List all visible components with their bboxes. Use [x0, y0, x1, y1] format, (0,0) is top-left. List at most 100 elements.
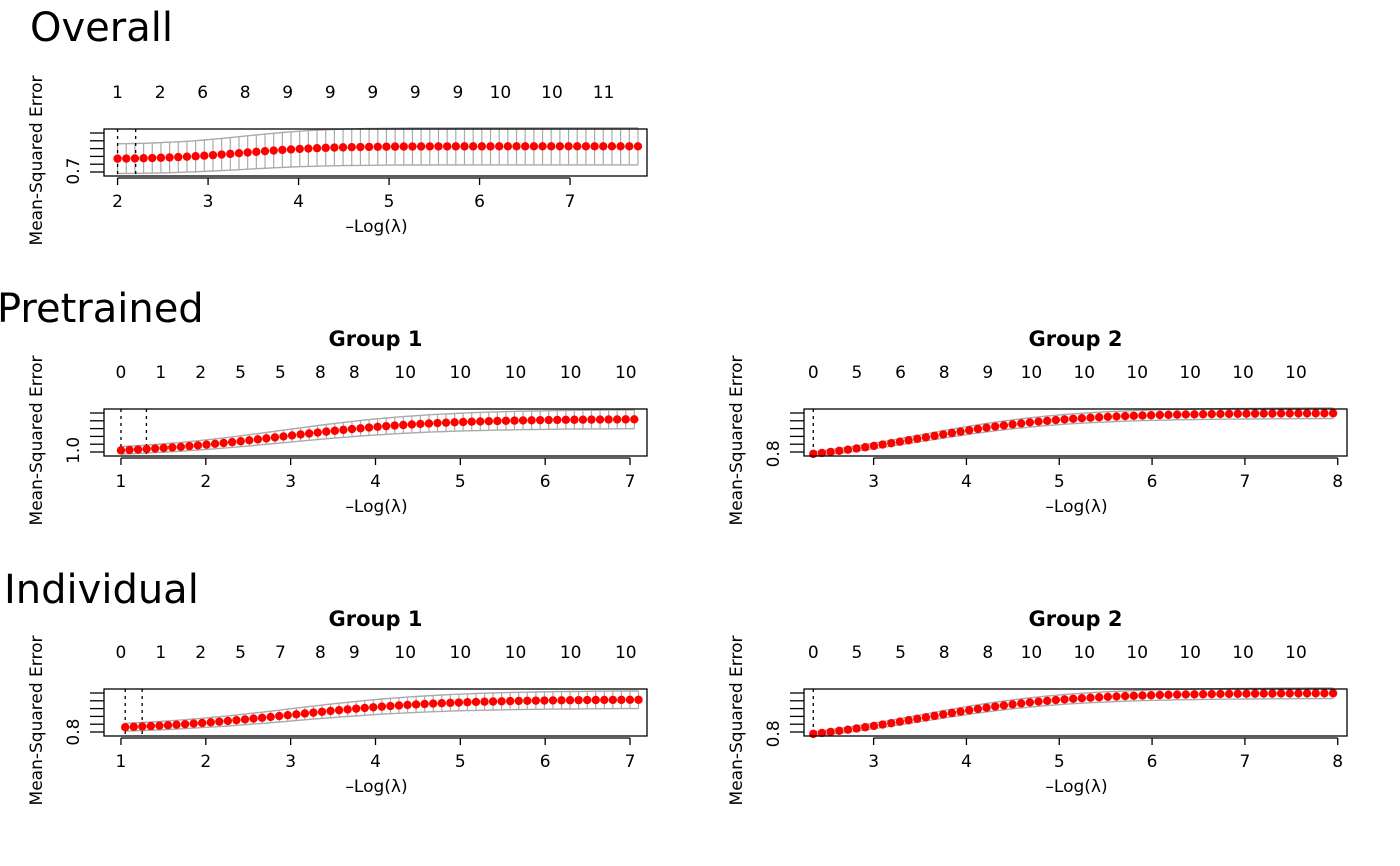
top-axis-label: 10: [1285, 643, 1307, 663]
data-point: [869, 721, 879, 731]
data-point: [1103, 692, 1113, 702]
data-point: [510, 416, 519, 425]
data-point: [514, 696, 523, 706]
top-axis-label: 10: [1126, 363, 1148, 383]
data-point: [446, 698, 455, 708]
top-axis-label: 0: [808, 363, 819, 383]
x-tick-label: 3: [285, 752, 296, 772]
data-point: [826, 727, 835, 737]
data-point: [1025, 698, 1035, 707]
data-point: [531, 696, 541, 705]
data-point: [835, 726, 844, 736]
data-point: [809, 449, 818, 459]
x-tick-label: 7: [1239, 472, 1250, 492]
error-band-lower: [813, 697, 1334, 737]
top-axis-label: 10: [1232, 643, 1254, 663]
data-point: [382, 142, 391, 151]
data-point: [494, 142, 504, 151]
data-point: [163, 720, 173, 730]
data-point: [518, 416, 528, 425]
data-point: [304, 429, 314, 438]
data-point: [121, 722, 130, 732]
top-axis-label: 0: [116, 363, 127, 383]
data-point: [1311, 689, 1320, 698]
data-point: [434, 142, 443, 151]
x-tick-label: 7: [625, 472, 636, 492]
data-point: [138, 722, 147, 731]
data-point: [433, 418, 442, 428]
top-axis-label: 8: [982, 643, 993, 663]
data-point: [377, 702, 387, 711]
section-title-individual: Individual: [4, 567, 199, 613]
data-point: [939, 430, 948, 439]
data-point: [458, 417, 468, 427]
data-point: [245, 436, 254, 445]
data-point: [1077, 414, 1087, 423]
data-point: [168, 443, 177, 452]
plot-frame: [103, 408, 648, 457]
data-point: [208, 150, 218, 160]
data-point: [1008, 700, 1017, 709]
data-point: [390, 142, 400, 151]
x-tick-label: 4: [370, 472, 381, 492]
data-point: [965, 426, 974, 435]
chart-panel-5: 0.8 3 4 5 6 7 8 –Log(λ) Mean-Squared Error 0 5 5 8 8 1…: [727, 607, 1348, 805]
data-point: [356, 424, 365, 433]
data-point: [471, 697, 481, 707]
data-point: [364, 423, 374, 432]
top-axis-label: 10: [1073, 643, 1095, 663]
data-point: [887, 718, 896, 728]
data-point: [591, 695, 600, 705]
data-point: [1146, 691, 1156, 700]
data-point: [159, 443, 168, 453]
data-point: [428, 699, 438, 708]
x-tick-label: 8: [1332, 752, 1343, 772]
data-point: [463, 698, 472, 707]
data-point: [587, 415, 596, 424]
data-point: [125, 445, 134, 455]
data-point: [1207, 689, 1216, 699]
data-point: [527, 416, 536, 425]
top-axis-label: 1: [112, 83, 123, 103]
data-point: [191, 152, 200, 161]
data-point: [313, 428, 322, 437]
x-tick-label: 3: [203, 192, 214, 212]
data-point: [1181, 690, 1191, 699]
data-point: [369, 703, 378, 712]
data-point: [947, 428, 957, 438]
data-point: [286, 145, 296, 154]
top-axis-label: 11: [593, 83, 615, 103]
data-point: [1120, 411, 1130, 421]
data-point: [468, 142, 478, 151]
data-point: [451, 142, 461, 151]
data-point: [887, 438, 896, 448]
data-point: [817, 728, 827, 738]
top-axis-label: 8: [315, 363, 326, 383]
top-axis-label: 8: [939, 643, 950, 663]
data-point: [557, 696, 566, 705]
data-point: [364, 142, 374, 152]
plot-frame: [103, 128, 648, 177]
data-point: [180, 719, 190, 729]
data-point: [904, 716, 913, 725]
data-point: [574, 695, 583, 705]
data-point: [484, 416, 494, 426]
y-axis-label: Mean-Squared Error: [27, 356, 47, 526]
data-point: [1051, 415, 1061, 425]
x-axis-label: –Log(λ): [345, 217, 407, 237]
data-point: [441, 418, 451, 427]
data-point: [1164, 410, 1173, 419]
data-point: [497, 697, 506, 706]
chart-panel-3: 0.8 3 4 5 6 7 8 –Log(λ) Mean-Squared Error 0 5 6 8 9 1…: [727, 327, 1348, 525]
data-point: [1268, 409, 1277, 418]
x-tick-label: 6: [1147, 752, 1158, 772]
data-point: [1224, 409, 1234, 419]
data-point: [407, 420, 417, 429]
data-point: [450, 418, 459, 427]
data-point: [1146, 411, 1156, 420]
data-point: [1129, 411, 1139, 420]
top-axis-label: 10: [394, 363, 416, 383]
data-point: [852, 724, 861, 733]
top-axis-label: 9: [410, 83, 421, 103]
